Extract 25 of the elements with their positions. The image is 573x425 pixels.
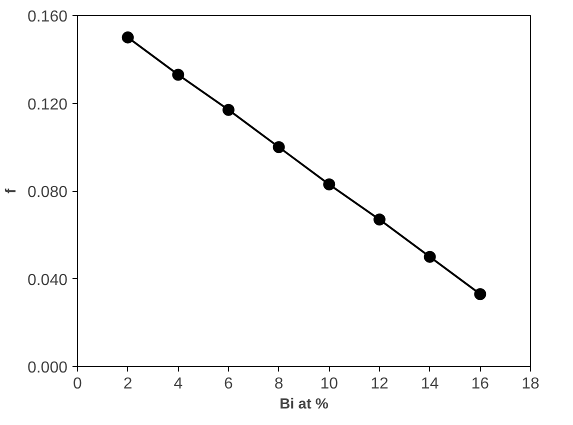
point	[323, 178, 336, 190]
y-tick-label: 0.000	[27, 360, 68, 376]
y-tick-label: 0.040	[27, 272, 68, 289]
point	[272, 141, 285, 154]
x-tick-label: 16	[471, 376, 490, 392]
x-axis-title: Bi at %	[280, 396, 328, 412]
y-tick-label: 0.160	[27, 8, 68, 26]
y-tick-label: 0.080	[27, 184, 68, 201]
point	[424, 250, 436, 263]
y-tick-label: 0.120	[27, 96, 68, 114]
point	[122, 31, 134, 44]
point	[474, 288, 486, 300]
y-axis-title: f	[3, 188, 20, 194]
x-tick-label: 8	[274, 376, 284, 392]
point	[374, 214, 386, 226]
point	[172, 68, 184, 81]
x-tick-label: 14	[420, 376, 439, 392]
point	[222, 104, 234, 116]
x-tick-label: 4	[174, 376, 183, 392]
x-tick-label: 2	[123, 376, 132, 392]
x-tick-label: 12	[370, 376, 388, 392]
x-tick-label: 6	[224, 376, 234, 392]
x-tick-label: 0	[73, 376, 82, 392]
x-tick-label: 10	[320, 376, 338, 392]
x-tick-label: 18	[522, 376, 540, 392]
